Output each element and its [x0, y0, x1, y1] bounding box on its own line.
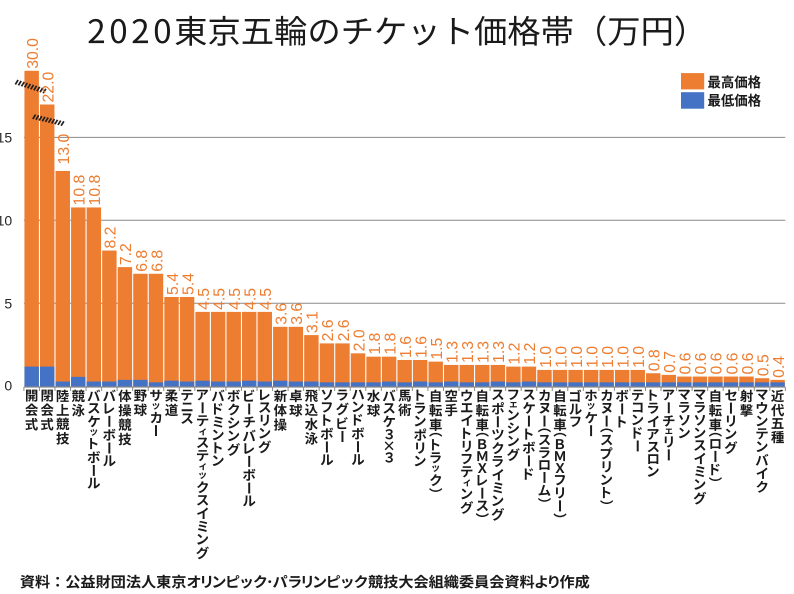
svg-text:15: 15	[0, 130, 12, 146]
svg-text:30.0: 30.0	[25, 38, 42, 69]
svg-text:1.2: 1.2	[522, 343, 539, 365]
svg-text:6.8: 6.8	[149, 250, 166, 272]
svg-text:1.0: 1.0	[538, 346, 555, 368]
svg-text:0.5: 0.5	[755, 354, 772, 376]
svg-text:10.8: 10.8	[87, 174, 104, 205]
svg-text:13.0: 13.0	[56, 134, 73, 165]
svg-text:1.3: 1.3	[476, 341, 493, 363]
svg-text:4.5: 4.5	[196, 288, 213, 310]
svg-text:2.6: 2.6	[320, 319, 337, 341]
svg-text:10.8: 10.8	[72, 174, 89, 205]
svg-text:0.6: 0.6	[678, 352, 695, 374]
svg-text:3.1: 3.1	[305, 311, 322, 333]
svg-text:1.8: 1.8	[367, 332, 384, 354]
svg-text:10: 10	[0, 213, 12, 229]
svg-text:1.6: 1.6	[398, 336, 415, 358]
svg-text:0.8: 0.8	[647, 349, 664, 371]
svg-text:1.0: 1.0	[569, 346, 586, 368]
svg-text:3.6: 3.6	[274, 303, 291, 325]
svg-text:1.0: 1.0	[631, 346, 648, 368]
svg-text:2.0: 2.0	[351, 329, 368, 351]
svg-text:1.0: 1.0	[584, 346, 601, 368]
svg-text:7.2: 7.2	[118, 243, 135, 265]
svg-text:1.3: 1.3	[460, 341, 477, 363]
svg-text:5.4: 5.4	[165, 273, 182, 295]
svg-text:5: 5	[4, 295, 12, 311]
svg-text:4.5: 4.5	[227, 288, 244, 310]
svg-text:1.2: 1.2	[507, 343, 524, 365]
svg-text:22.0: 22.0	[41, 72, 58, 103]
svg-text:6.8: 6.8	[134, 250, 151, 272]
svg-text:1.0: 1.0	[615, 346, 632, 368]
svg-text:0: 0	[4, 378, 12, 394]
svg-text:0.6: 0.6	[724, 352, 741, 374]
svg-text:1.3: 1.3	[491, 341, 508, 363]
svg-text:3.6: 3.6	[289, 303, 306, 325]
svg-text:1.0: 1.0	[600, 346, 617, 368]
svg-text:1.8: 1.8	[382, 332, 399, 354]
svg-text:0.7: 0.7	[662, 351, 679, 373]
svg-text:0.6: 0.6	[740, 352, 757, 374]
svg-text:5.4: 5.4	[180, 273, 197, 295]
svg-text:1.0: 1.0	[553, 346, 570, 368]
svg-text:1.5: 1.5	[429, 337, 446, 359]
svg-text:1.6: 1.6	[413, 336, 430, 358]
svg-text:1.3: 1.3	[445, 341, 462, 363]
svg-text:0.4: 0.4	[771, 356, 788, 378]
svg-text:0.6: 0.6	[709, 352, 726, 374]
svg-text:4.5: 4.5	[243, 288, 260, 310]
svg-text:2.6: 2.6	[336, 319, 353, 341]
svg-text:0.6: 0.6	[693, 352, 710, 374]
svg-text:4.5: 4.5	[211, 288, 228, 310]
svg-text:4.5: 4.5	[258, 288, 275, 310]
svg-text:8.2: 8.2	[103, 227, 120, 249]
